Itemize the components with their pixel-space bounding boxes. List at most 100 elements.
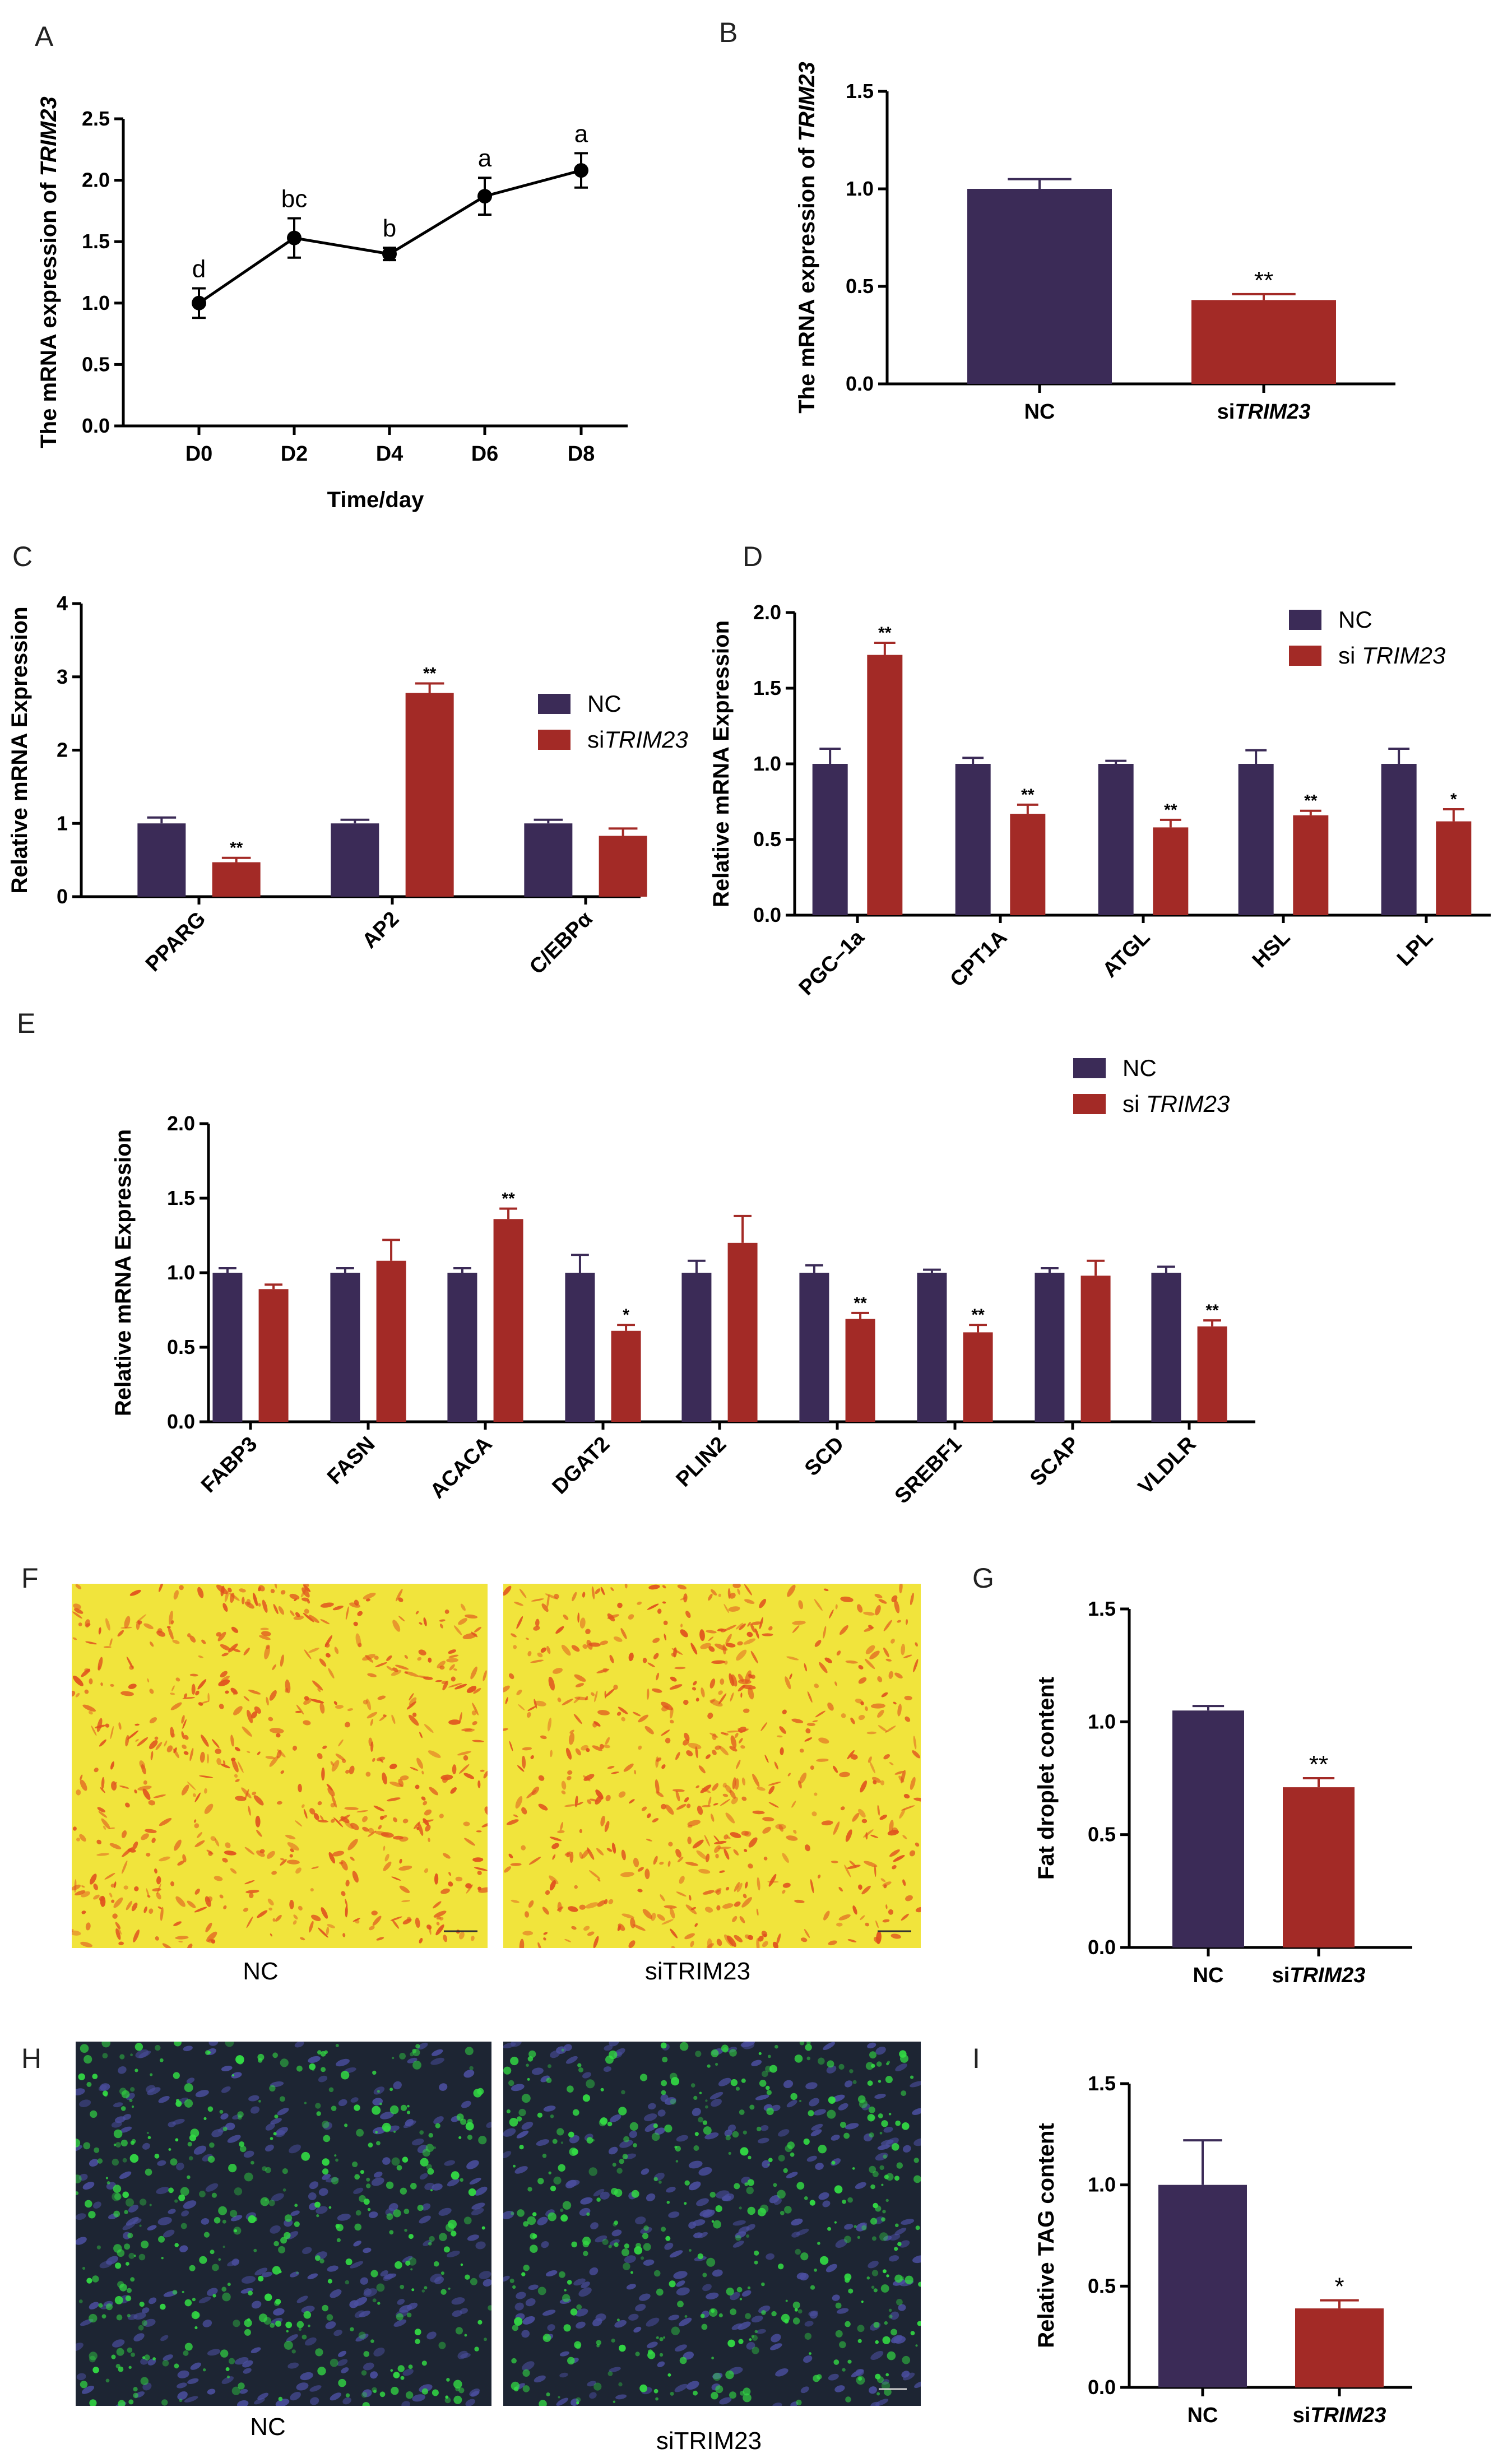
lipid-droplet	[549, 1875, 559, 1885]
lipid-droplet	[679, 1876, 685, 1884]
nucleus	[205, 2183, 219, 2192]
lipid-droplet-fluorescent	[567, 2357, 575, 2365]
lipid-droplet-fluorescent	[546, 2392, 550, 2396]
lipid-droplet	[409, 1693, 414, 1701]
lipid-droplet	[301, 1804, 305, 1808]
lipid-droplet-fluorescent	[175, 2100, 182, 2107]
lipid-droplet-fluorescent	[656, 2288, 664, 2296]
nucleus	[220, 2113, 229, 2120]
lipid-droplet-fluorescent	[88, 2211, 96, 2219]
lipid-droplet	[434, 1873, 439, 1885]
lipid-droplet	[146, 1888, 150, 1898]
lipid-droplet-fluorescent	[438, 2341, 446, 2349]
lipid-droplet-fluorescent	[582, 2237, 591, 2246]
legend-label-d: NC	[1338, 606, 1372, 633]
nucleus	[308, 2192, 317, 2200]
lipid-droplet-fluorescent	[389, 2105, 399, 2114]
nucleus	[683, 2352, 694, 2360]
lipid-droplet-fluorescent	[247, 2318, 251, 2322]
lipid-droplet	[344, 1821, 354, 1829]
lipid-droplet	[110, 1761, 114, 1770]
lipid-droplet	[128, 1684, 137, 1689]
y-tick-label-g: 1.0	[1088, 1710, 1116, 1733]
lipid-droplet-fluorescent	[886, 2274, 889, 2278]
nucleus	[76, 2237, 87, 2245]
lipid-droplet	[828, 1940, 837, 1946]
lipid-droplet	[376, 1756, 386, 1761]
lipid-droplet-fluorescent	[133, 2255, 136, 2257]
lipid-droplet	[478, 1887, 488, 1893]
lipid-droplet	[724, 1934, 734, 1947]
lipid-droplet	[474, 1626, 481, 1633]
nucleus	[363, 2362, 374, 2371]
lipid-droplet-fluorescent	[769, 2065, 777, 2073]
nucleus	[676, 2135, 689, 2142]
lipid-droplet	[362, 1816, 368, 1822]
nucleus	[354, 2310, 365, 2318]
lipid-droplet	[850, 1754, 858, 1760]
data-point-a	[574, 163, 588, 178]
bar-g	[1283, 1787, 1355, 1947]
lipid-droplet-fluorescent	[397, 2365, 405, 2372]
lipid-droplet	[611, 1771, 619, 1774]
lipid-droplet	[129, 1589, 141, 1596]
lipid-droplet	[442, 1853, 451, 1859]
lipid-droplet-fluorescent	[558, 2164, 565, 2172]
lipid-droplet-fluorescent	[899, 2276, 905, 2281]
lipid-droplet	[290, 1610, 295, 1616]
lipid-droplet	[179, 1585, 184, 1590]
lipid-droplet	[610, 1587, 614, 1592]
lipid-droplet-fluorescent	[146, 2131, 149, 2134]
lipid-droplet-fluorescent	[878, 2080, 882, 2083]
lipid-droplet-fluorescent	[130, 2277, 135, 2282]
lipid-droplet-fluorescent	[828, 2096, 836, 2104]
y-tick-label-g: 0.5	[1088, 1823, 1116, 1846]
y-tick-label-a: 0.5	[82, 353, 110, 375]
lipid-droplet	[852, 1905, 857, 1915]
nucleus	[304, 2337, 317, 2346]
lipid-droplet-fluorescent	[771, 2311, 777, 2317]
lipid-droplet	[321, 1767, 325, 1781]
lipid-droplet-fluorescent	[296, 2065, 303, 2072]
nucleus	[239, 2389, 248, 2394]
lipid-droplet	[811, 1811, 817, 1816]
lipid-droplet	[833, 1765, 838, 1773]
lipid-droplet-fluorescent	[415, 2044, 420, 2049]
lipid-droplet	[419, 1622, 423, 1625]
bar-d	[1238, 764, 1274, 915]
nucleus	[559, 2372, 568, 2378]
lipid-droplet	[684, 1797, 689, 1802]
lipid-droplet	[424, 1809, 432, 1816]
nucleus	[522, 2361, 535, 2371]
lipid-droplet	[319, 1703, 325, 1714]
lipid-droplet	[126, 1656, 134, 1669]
lipid-droplet-fluorescent	[328, 2206, 332, 2209]
nucleus	[128, 2205, 139, 2213]
lipid-droplet-fluorescent	[419, 2130, 424, 2135]
lipid-droplet-fluorescent	[619, 2344, 626, 2352]
nucleus	[811, 2123, 823, 2131]
bar-c	[137, 823, 186, 897]
nucleus	[692, 2108, 701, 2116]
nucleus	[193, 2145, 207, 2155]
lipid-droplet-fluorescent	[915, 2344, 918, 2347]
lipid-droplet	[694, 1923, 698, 1927]
lipid-droplet-fluorescent	[805, 2044, 812, 2051]
lipid-droplet	[219, 1704, 224, 1709]
y-tick-label-i: 0.0	[1088, 2376, 1116, 2399]
lipid-droplet	[249, 1893, 254, 1899]
lipid-droplet	[428, 1657, 432, 1663]
lipid-droplet	[159, 1817, 172, 1826]
lipid-droplet-fluorescent	[209, 2142, 215, 2148]
lipid-droplet-fluorescent	[121, 2090, 130, 2099]
nucleus	[712, 2372, 723, 2380]
lipid-droplet	[865, 1922, 869, 1927]
nucleus	[273, 2308, 285, 2316]
lipid-droplet	[141, 1833, 149, 1840]
lipid-droplet-fluorescent	[777, 2190, 786, 2199]
bar-c	[599, 836, 647, 897]
lipid-droplet	[313, 1813, 319, 1820]
lipid-droplet	[695, 1785, 700, 1788]
lipid-droplet-fluorescent	[168, 2187, 174, 2193]
